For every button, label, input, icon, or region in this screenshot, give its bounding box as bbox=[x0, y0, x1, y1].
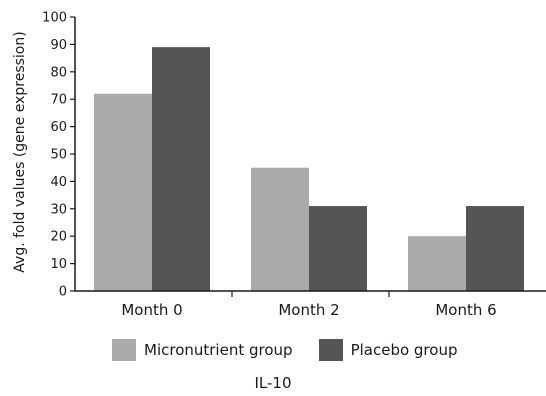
y-axis-ticks: 0 10 20 30 40 50 60 70 80 90 100 bbox=[42, 11, 75, 300]
y-tick-label: 80 bbox=[50, 65, 67, 80]
y-tick-label: 60 bbox=[50, 120, 67, 135]
legend-swatch-micronutrient bbox=[112, 339, 136, 361]
bars bbox=[94, 47, 524, 291]
y-axis-title: Avg. fold values (gene expression) bbox=[12, 31, 28, 272]
x-tick-label: Month 0 bbox=[121, 301, 182, 319]
y-tick-label: 30 bbox=[50, 202, 67, 217]
y-tick-label: 100 bbox=[42, 11, 67, 26]
chart-title: IL-10 bbox=[254, 374, 292, 392]
bar-placebo-month-6 bbox=[466, 206, 524, 291]
legend-label-placebo: Placebo group bbox=[350, 341, 458, 359]
y-tick-label: 40 bbox=[50, 175, 67, 190]
bar-micronutrient-month-0 bbox=[94, 93, 152, 291]
x-axis-labels: Month 0 Month 2 Month 6 bbox=[121, 301, 496, 319]
legend-label-micronutrient: Micronutrient group bbox=[144, 341, 293, 359]
y-tick-label: 70 bbox=[50, 93, 67, 108]
legend-item-micronutrient: Micronutrient group bbox=[112, 339, 293, 361]
legend-swatch-placebo bbox=[318, 339, 343, 361]
y-tick-label: 50 bbox=[50, 148, 67, 163]
bar-placebo-month-0 bbox=[152, 47, 210, 291]
legend-item-placebo: Placebo group bbox=[318, 339, 458, 361]
x-tick-label: Month 6 bbox=[435, 301, 496, 319]
y-tick-label: 20 bbox=[50, 230, 67, 245]
axes bbox=[74, 17, 546, 297]
y-tick-label: 90 bbox=[50, 38, 67, 53]
legend: Micronutrient group Placebo group bbox=[112, 339, 483, 361]
x-tick-label: Month 2 bbox=[278, 301, 339, 319]
y-tick-label: 0 bbox=[59, 285, 67, 300]
y-tick-label: 10 bbox=[50, 257, 67, 272]
bar-micronutrient-month-6 bbox=[408, 236, 466, 291]
bar-placebo-month-2 bbox=[309, 206, 367, 291]
bar-micronutrient-month-2 bbox=[251, 167, 309, 291]
bar-chart: Avg. fold values (gene expression) 0 10 20… bbox=[12, 11, 546, 319]
